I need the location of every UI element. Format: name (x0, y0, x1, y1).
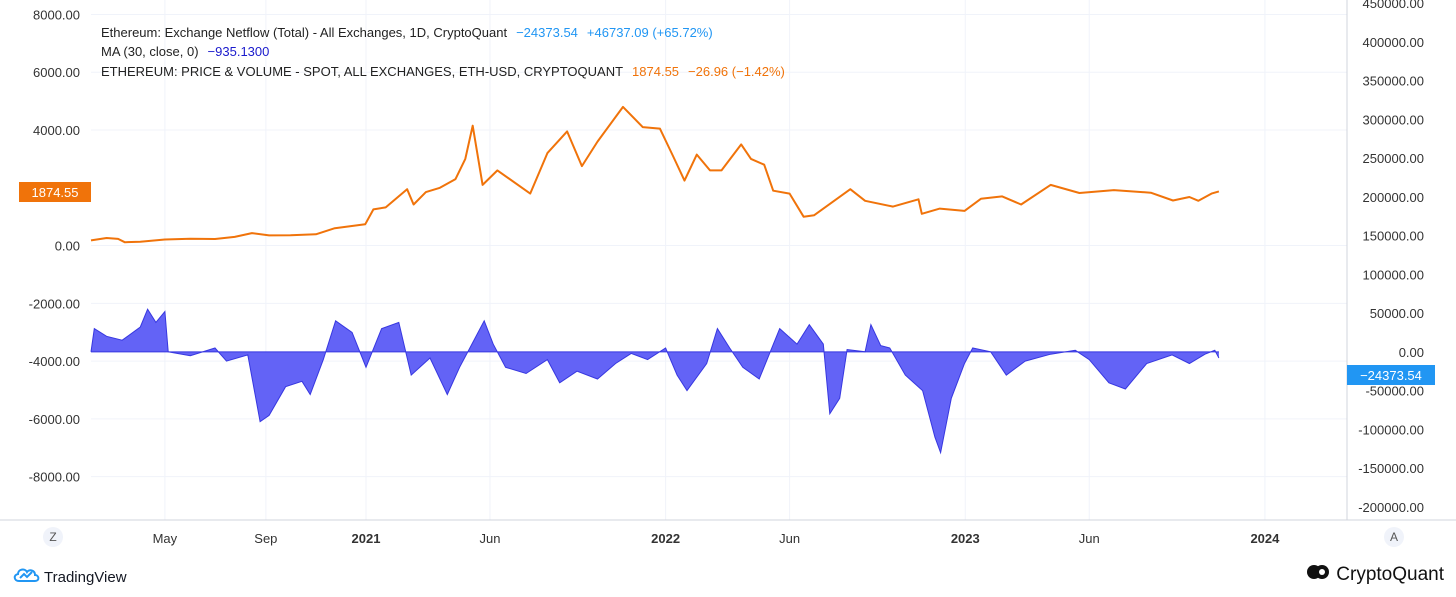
legend-price-value: 1874.55 (632, 64, 679, 79)
right-axis-tick-label: 100000.00 (1363, 267, 1424, 282)
cryptoquant-logo-icon (1306, 563, 1330, 587)
right-axis-tick-label: 200000.00 (1363, 190, 1424, 205)
cryptoquant-branding[interactable]: CryptoQuant (1306, 563, 1444, 587)
right-axis-tick-label: 150000.00 (1363, 229, 1424, 244)
right-axis: 450000.00 400000.00 350000.00 300000.00 2500… (1358, 0, 1424, 515)
corner-a-label: A (1390, 530, 1398, 544)
legend-netflow-change: +46737.09 (+65.72%) (587, 25, 713, 40)
right-axis-tick-label: 350000.00 (1363, 74, 1424, 89)
x-axis-tick-label: Sep (254, 531, 277, 546)
price-value-tag: 1874.55 (19, 182, 91, 202)
left-axis-tick-label: 8000.00 (33, 7, 80, 22)
legend-ma-title: MA (30, close, 0) (101, 44, 199, 59)
price-tag-background (19, 182, 91, 202)
x-axis-tick-label: 2024 (1250, 531, 1280, 546)
x-axis-tick-label: 2023 (951, 531, 980, 546)
price-line-layer (90, 105, 1220, 244)
tradingview-cloud-icon (12, 566, 40, 588)
x-axis: May Sep 2021 Jun 2022 Jun 2023 Jun 2024 (153, 531, 1281, 546)
cryptoquant-label: CryptoQuant (1336, 564, 1444, 585)
netflow-area-layer (90, 308, 1220, 455)
right-axis-tick-label: 400000.00 (1363, 35, 1424, 50)
corner-a-circle[interactable] (1384, 527, 1404, 547)
legend-price-change: −26.96 (−1.42%) (688, 64, 785, 79)
legend-price-title: ETHEREUM: PRICE & VOLUME - SPOT, ALL EXC… (101, 64, 623, 79)
x-axis-tick-label: Jun (479, 531, 500, 546)
tradingview-branding[interactable]: TradingView (12, 566, 127, 588)
legend-ma-row: MA (30, close, 0) −935.1300 (101, 44, 269, 59)
right-axis-tick-label: 0.00 (1399, 345, 1424, 360)
legend: Ethereum: Exchange Netflow (Total) - All… (101, 25, 785, 79)
netflow-line (90, 308, 1220, 455)
price-tag-text: 1874.55 (32, 185, 79, 200)
right-axis-tick-label: 250000.00 (1363, 151, 1424, 166)
left-axis-tick-label: 4000.00 (33, 123, 80, 138)
x-axis-tick-label: 2021 (352, 531, 381, 546)
right-axis-tick-label: 300000.00 (1363, 112, 1424, 127)
x-axis-tick-label: May (153, 531, 178, 546)
corner-z-circle[interactable] (43, 527, 63, 547)
right-axis-tick-label: 450000.00 (1363, 0, 1424, 11)
right-axis-tick-label: -50000.00 (1365, 384, 1424, 399)
tradingview-label: TradingView (44, 568, 127, 586)
left-axis-tick-label: 6000.00 (33, 65, 80, 80)
right-axis-tick-label: 50000.00 (1370, 306, 1424, 321)
legend-netflow-value: −24373.54 (516, 25, 578, 40)
corner-z-label: Z (49, 530, 56, 544)
netflow-value-tag: −24373.54 (1347, 365, 1435, 385)
x-axis-tick-label: Jun (1079, 531, 1100, 546)
corner-a-button[interactable]: A (1384, 527, 1404, 547)
legend-price-row: ETHEREUM: PRICE & VOLUME - SPOT, ALL EXC… (101, 64, 785, 79)
right-axis-tick-label: -200000.00 (1358, 500, 1424, 515)
left-axis-tick-label: -6000.00 (29, 412, 80, 427)
left-axis: 8000.00 6000.00 4000.00 0.00 -2000.00 -4000.0… (29, 7, 80, 484)
left-axis-tick-label: -2000.00 (29, 296, 80, 311)
left-axis-tick-label: 0.00 (55, 239, 80, 254)
corner-z-button[interactable]: Z (43, 527, 63, 547)
right-axis-tick-label: -150000.00 (1358, 461, 1424, 476)
right-axis-tick-label: -100000.00 (1358, 422, 1424, 437)
price-line (90, 105, 1220, 244)
x-axis-tick-label: Jun (779, 531, 800, 546)
legend-ma-value: −935.1300 (208, 44, 270, 59)
left-axis-tick-label: -4000.00 (29, 354, 80, 369)
netflow-area (91, 309, 1219, 453)
legend-netflow-title: Ethereum: Exchange Netflow (Total) - All… (101, 25, 507, 40)
netflow-tag-background (1347, 365, 1435, 385)
x-axis-tick-label: 2022 (651, 531, 680, 546)
netflow-tag-text: −24373.54 (1360, 368, 1422, 383)
legend-netflow-row: Ethereum: Exchange Netflow (Total) - All… (101, 25, 713, 40)
left-axis-tick-label: -8000.00 (29, 470, 80, 485)
